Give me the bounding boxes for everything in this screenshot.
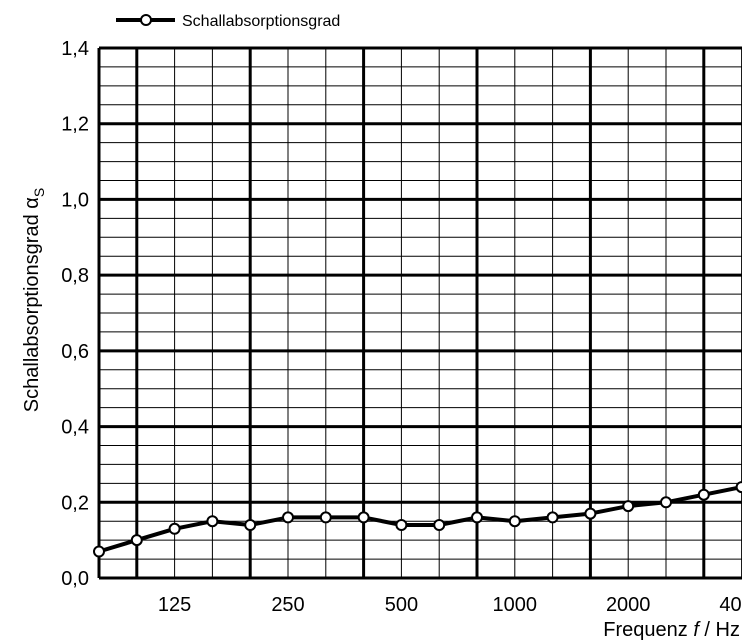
y-tick-label: 1,2 bbox=[61, 114, 89, 136]
data-point bbox=[735, 481, 742, 494]
legend-marker-swatch bbox=[140, 14, 152, 26]
x-axis-label: Frequenz f / Hz bbox=[603, 619, 740, 641]
data-point bbox=[433, 519, 446, 531]
y-tick-label: 0,8 bbox=[61, 265, 89, 287]
data-point bbox=[357, 511, 370, 524]
data-point bbox=[697, 488, 710, 501]
x-tick-label: 4000 bbox=[719, 594, 742, 616]
y-tick-label: 0,0 bbox=[61, 568, 89, 590]
y-tick-label: 1,0 bbox=[61, 189, 89, 211]
data-point bbox=[622, 500, 635, 513]
y-tick-label: 0,4 bbox=[61, 417, 89, 439]
data-point bbox=[282, 511, 294, 524]
data-point bbox=[130, 534, 143, 547]
data-point bbox=[660, 496, 672, 509]
data-point bbox=[471, 511, 483, 524]
data-point bbox=[168, 522, 181, 535]
series-line-group bbox=[93, 481, 742, 558]
series-line bbox=[98, 485, 742, 554]
data-point bbox=[319, 511, 332, 524]
data-point bbox=[93, 545, 105, 558]
grid bbox=[97, 46, 742, 580]
data-point bbox=[584, 507, 597, 520]
data-point bbox=[244, 519, 257, 531]
data-point bbox=[508, 515, 521, 528]
data-point bbox=[206, 515, 219, 528]
y-tick-label: 1,4 bbox=[61, 38, 89, 60]
data-point bbox=[395, 519, 408, 531]
x-tick-label: 500 bbox=[385, 594, 418, 616]
x-tick-label: 1000 bbox=[493, 594, 538, 616]
x-tick-label: 125 bbox=[158, 594, 191, 616]
data-point bbox=[546, 511, 559, 524]
x-tick-label: 250 bbox=[271, 594, 304, 616]
y-axis-label: Schallabsorptionsgrad αS bbox=[21, 188, 47, 412]
legend-label: Schallabsorptionsgrad bbox=[182, 13, 340, 30]
y-tick-label: 0,2 bbox=[61, 492, 89, 514]
x-tick-label: 2000 bbox=[606, 594, 651, 616]
y-tick-label: 0,6 bbox=[61, 341, 89, 363]
legend: Schallabsorptionsgrad bbox=[116, 13, 340, 30]
x-tick-labels: 125 250 500 1000 2000 4000 bbox=[158, 594, 742, 616]
y-tick-labels: 0,0 0,2 0,4 0,6 0,8 1,0 1,2 1,4 bbox=[61, 38, 89, 590]
